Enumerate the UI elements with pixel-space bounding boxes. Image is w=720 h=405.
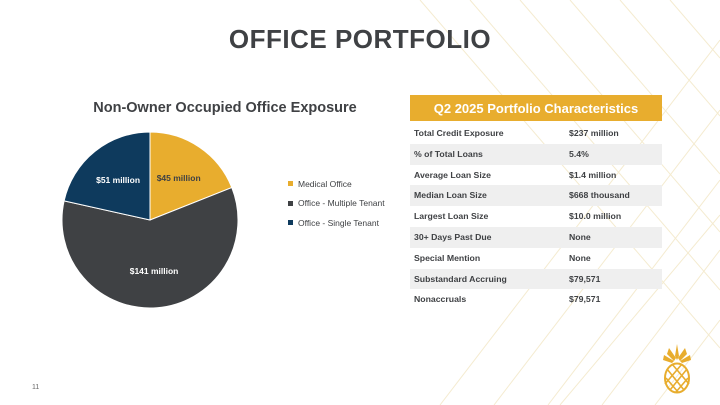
row-label: Nonaccruals <box>414 294 467 305</box>
chart-title: Non-Owner Occupied Office Exposure <box>93 100 357 116</box>
row-label: Average Loan Size <box>414 169 491 180</box>
row-value: None <box>569 231 591 242</box>
page-title: OFFICE PORTFOLIO <box>228 24 492 54</box>
row-value: $668 thousand <box>569 190 630 201</box>
row-label: % of Total Loans <box>414 148 483 159</box>
legend-swatch <box>288 220 293 226</box>
row-label: Total Credit Exposure <box>414 128 504 138</box>
page-number: 11 <box>32 384 40 391</box>
pie-slice-medical-office <box>149 131 233 221</box>
row-value: 5.4% <box>569 148 589 159</box>
legend-item: Medical Office <box>288 174 385 194</box>
table-row: Average Loan Size $1.4 million <box>410 165 662 186</box>
legend-label: Office - Multiple Tenant <box>298 198 385 209</box>
pineapple-logo-icon <box>663 344 691 394</box>
chart-legend: Medical Office Office - Multiple Tenant Of… <box>288 174 385 233</box>
row-value: $237 million <box>569 128 619 138</box>
pie-data-label: $51 million <box>96 175 140 185</box>
table-row: Special Mention None <box>410 248 662 269</box>
table-row: Largest Loan Size $10.0 million <box>410 206 662 227</box>
pie-slice-office-multiple-tenant <box>61 186 239 309</box>
row-value: $10.0 million <box>569 211 622 222</box>
pie-chart: $45 million $141 million $51 million <box>61 131 239 309</box>
table-row: Total Credit Exposure $237 million <box>410 123 662 144</box>
legend-label: Medical Office <box>298 178 352 189</box>
table-row: Substandard Accruing $79,571 <box>410 268 662 290</box>
row-label: Largest Loan Size <box>414 211 489 222</box>
pie-slice-office-single-tenant <box>63 131 151 221</box>
legend-item: Office - Single Tenant <box>288 213 385 233</box>
row-value: $79,571 <box>569 294 601 305</box>
row-value: None <box>569 252 591 263</box>
legend-label: Office - Single Tenant <box>298 217 379 228</box>
row-label: Median Loan Size <box>414 190 487 201</box>
row-label: Substandard Accruing <box>414 273 507 284</box>
legend-swatch <box>288 181 293 187</box>
row-value: $79,571 <box>569 273 601 284</box>
table-row: Nonaccruals $79,571 <box>410 289 662 310</box>
legend-item: Office - Multiple Tenant <box>288 194 385 214</box>
legend-swatch <box>288 200 293 206</box>
table-row: Median Loan Size $668 thousand <box>410 185 662 207</box>
table-row: % of Total Loans 5.4% <box>410 143 662 165</box>
characteristics-table: Total Credit Exposure $237 million % of To… <box>410 123 662 310</box>
pie-data-label: $141 million <box>130 266 179 276</box>
row-label: 30+ Days Past Due <box>414 231 492 242</box>
pie-data-label: $45 million <box>157 173 201 183</box>
characteristics-header: Q2 2025 Portfolio Characteristics <box>410 95 662 121</box>
row-label: Special Mention <box>414 252 481 263</box>
row-value: $1.4 million <box>569 169 617 180</box>
table-row: 30+ Days Past Due None <box>410 226 662 248</box>
